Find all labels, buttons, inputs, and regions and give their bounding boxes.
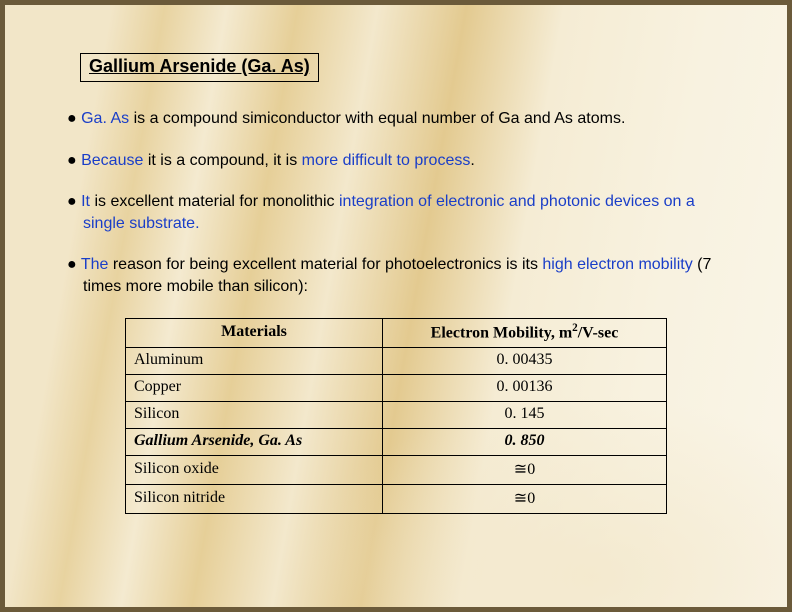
table-body: Aluminum0. 00435Copper0. 00136Silicon0. … <box>126 347 667 513</box>
title-box: Gallium Arsenide (Ga. As) <box>80 53 319 82</box>
title-text: Gallium Arsenide (Ga. As) <box>89 56 310 76</box>
bullet-1: Ga. As is a compound simiconductor with … <box>67 108 727 130</box>
table-row: Silicon oxide≅0 <box>126 455 667 484</box>
bullet-3-b: is excellent material for monolithic <box>94 193 339 210</box>
cell-value: 0. 850 <box>382 428 666 455</box>
mobility-table: Materials Electron Mobility, m2/V-sec Al… <box>125 318 667 514</box>
bullet-4-b: reason for being excellent material for … <box>113 256 543 273</box>
bullet-2: Because it is a compound, it is more dif… <box>67 150 727 172</box>
cell-value: 0. 145 <box>382 401 666 428</box>
cell-value: 0. 00435 <box>382 347 666 374</box>
header-mobility-pre: Electron Mobility, m <box>431 324 572 341</box>
cell-material: Silicon <box>126 401 383 428</box>
bullet-4-c: high electron mobility <box>542 256 697 273</box>
bullet-3-hl: It <box>81 193 94 210</box>
bullet-list: Ga. As is a compound simiconductor with … <box>67 108 727 298</box>
bullet-1-rest: is a compound simiconductor with equal n… <box>134 110 626 127</box>
slide: Gallium Arsenide (Ga. As) Ga. As is a co… <box>5 5 787 607</box>
bullet-3: It is excellent material for monolithic … <box>67 191 727 234</box>
table-row: Silicon nitride≅0 <box>126 484 667 513</box>
table-row: Aluminum0. 00435 <box>126 347 667 374</box>
cell-value: 0. 00136 <box>382 374 666 401</box>
bullet-2-c: more difficult to process <box>302 152 471 169</box>
table-row: Gallium Arsenide, Ga. As0. 850 <box>126 428 667 455</box>
cell-value: ≅0 <box>382 455 666 484</box>
cell-value: ≅0 <box>382 484 666 513</box>
cell-material: Aluminum <box>126 347 383 374</box>
header-mobility-post: /V-sec <box>578 324 619 341</box>
cell-material: Silicon nitride <box>126 484 383 513</box>
bullet-1-hl: Ga. As <box>81 110 133 127</box>
bullet-2-b: it is a compound, it is <box>148 152 302 169</box>
table-row: Silicon0. 145 <box>126 401 667 428</box>
bullet-4: The reason for being excellent material … <box>67 254 727 297</box>
cell-material: Copper <box>126 374 383 401</box>
cell-material: Gallium Arsenide, Ga. As <box>126 428 383 455</box>
mobility-table-wrap: Materials Electron Mobility, m2/V-sec Al… <box>125 318 667 514</box>
bullet-2-hl: Because <box>81 152 148 169</box>
cell-material: Silicon oxide <box>126 455 383 484</box>
header-materials: Materials <box>126 318 383 347</box>
bullet-2-d: . <box>470 152 474 169</box>
table-row: Copper0. 00136 <box>126 374 667 401</box>
table-header-row: Materials Electron Mobility, m2/V-sec <box>126 318 667 347</box>
header-mobility: Electron Mobility, m2/V-sec <box>382 318 666 347</box>
bullet-4-hl: The <box>81 256 113 273</box>
